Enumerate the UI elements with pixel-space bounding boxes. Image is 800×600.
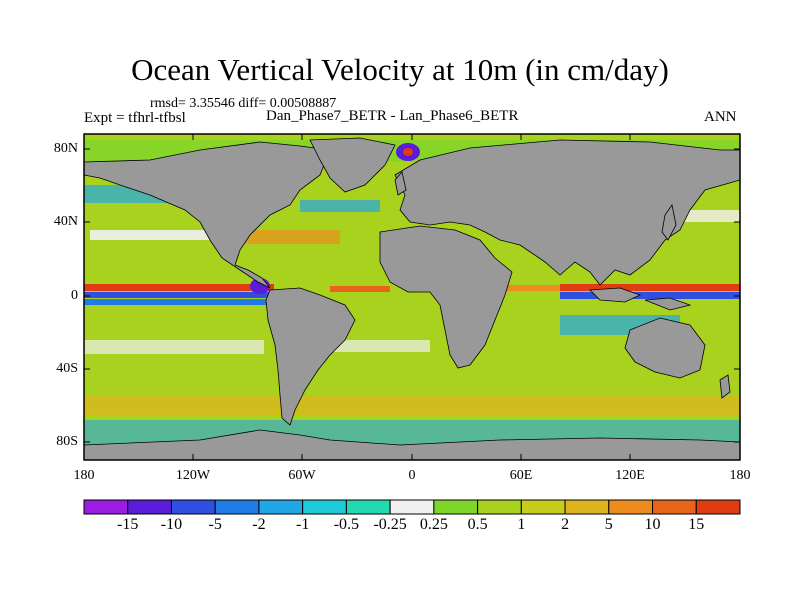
colorbar-swatch	[477, 499, 522, 515]
lat-label-40n: 40N	[53, 214, 78, 229]
lon-label-120e: 120E	[615, 468, 645, 483]
colorbar-label: 5	[604, 516, 613, 533]
colorbar-label: -1	[295, 516, 310, 533]
colorbar-label: -2	[252, 516, 266, 533]
colorbar-label: 1	[517, 516, 526, 533]
lat-label-0: 0	[71, 288, 78, 303]
lon-label-0: 0	[408, 468, 416, 483]
colorbar-label: -0.25	[373, 516, 407, 533]
colorbar-label: 0.25	[419, 516, 448, 533]
colorbar-label: 2	[561, 516, 570, 533]
colorbar-swatch	[608, 499, 654, 515]
colorbar-swatch	[389, 499, 435, 515]
colorbar-label: 0.5	[467, 516, 488, 533]
lon-label-180w: 180	[73, 468, 95, 483]
lat-label-80n: 80N	[53, 141, 78, 156]
lon-label-180e: 180	[729, 468, 751, 483]
colorbar-label: -10	[160, 516, 183, 533]
colorbar-swatch	[345, 499, 391, 515]
colorbar-label: -15	[117, 516, 139, 533]
lat-label-40s: 40S	[56, 361, 78, 376]
colorbar-label: 15	[688, 516, 705, 533]
map-panel	[84, 134, 740, 460]
colorbar-swatch	[433, 499, 479, 515]
land-masses	[84, 137, 740, 460]
lat-ticks	[84, 148, 740, 443]
colorbar-swatch	[127, 499, 172, 515]
colorbar-swatch	[170, 499, 216, 515]
lon-label-120w: 120W	[175, 468, 211, 483]
colorbar-swatch	[652, 499, 697, 515]
stats-text: rmsd= 3.35546 diff= 0.00508887	[150, 96, 337, 111]
colorbar-label: -0.5	[333, 516, 360, 533]
colorbar-swatch	[564, 499, 610, 515]
colorbar-swatch	[302, 499, 347, 515]
colorbar	[83, 499, 741, 515]
lat-label-80s: 80S	[56, 434, 78, 449]
colorbar-swatch	[214, 499, 260, 515]
case-comparison-label: Dan_Phase7_BETR - Lan_Phase6_BETR	[266, 108, 519, 124]
experiment-label: Expt = tfhrl-tfbsl	[84, 110, 186, 126]
colorbar-swatch	[83, 499, 129, 515]
colorbar-label: 10	[644, 516, 661, 533]
colorbar-swatch	[258, 499, 304, 515]
colorbar-swatch	[695, 499, 741, 515]
plot-title: Ocean Vertical Velocity at 10m (in cm/da…	[131, 52, 669, 87]
colorbar-swatch	[520, 499, 566, 515]
colorbar-label: -5	[208, 516, 222, 533]
season-label: ANN	[704, 109, 737, 125]
lon-label-60w: 60W	[288, 468, 316, 483]
lon-ticks	[192, 134, 631, 460]
lon-label-60e: 60E	[509, 468, 533, 483]
